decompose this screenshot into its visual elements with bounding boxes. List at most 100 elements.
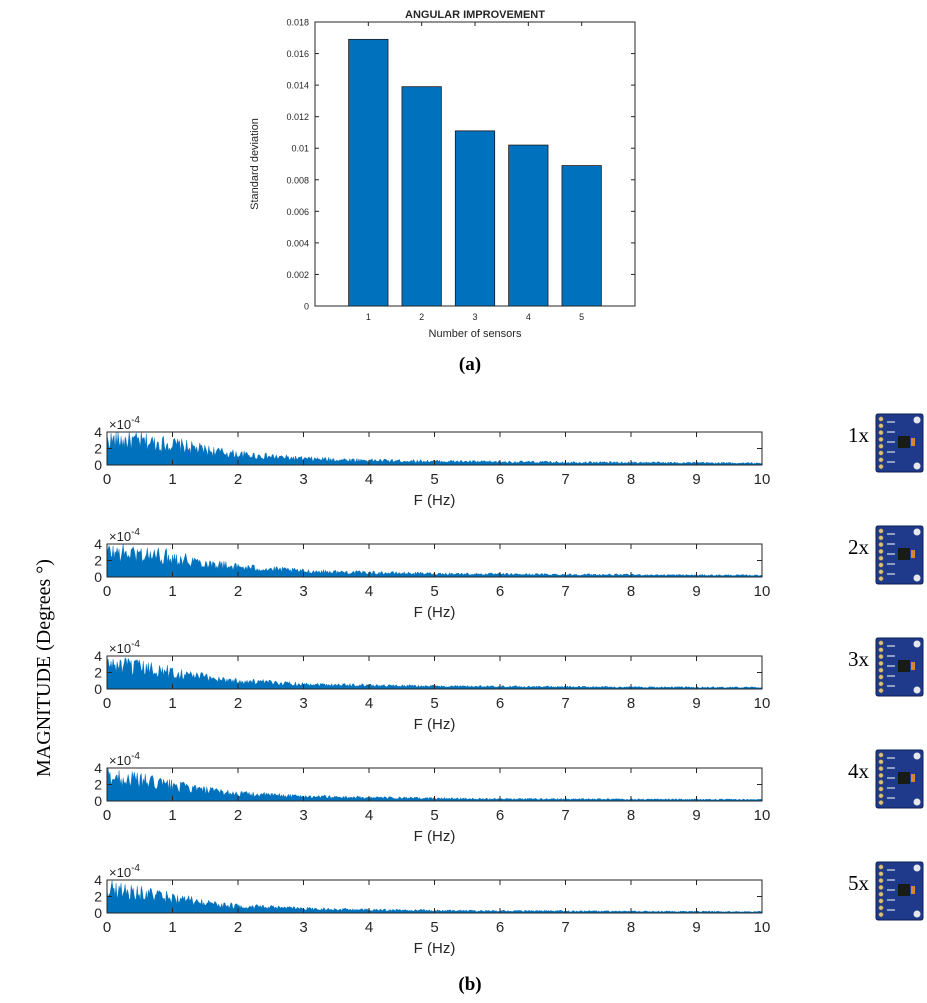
spectrum-xlabel: F (Hz) [414, 828, 456, 845]
spectrum-exponent-label: ×10-4 [109, 863, 140, 880]
sensor-pin [878, 786, 884, 792]
spectrum-xtick-label: 7 [561, 471, 569, 488]
sensor-chip [898, 884, 910, 896]
sensor-chip [898, 772, 910, 784]
sensor-pin [878, 457, 884, 463]
sensor-pin [878, 912, 884, 918]
sensor-mount-hole [913, 752, 921, 760]
spectrum-xtick-label: 3 [299, 471, 307, 488]
sensor-pin [878, 569, 884, 575]
spectrum-xtick-label: 4 [365, 695, 373, 712]
bar-chart-bars [348, 38, 602, 307]
spectrum-exponent-label: ×10-4 [109, 415, 140, 432]
bar-chart-xtick-label: 5 [579, 312, 584, 322]
spectrum-ytick-label: 0 [94, 569, 102, 585]
spectrum-xtick-label: 6 [496, 471, 504, 488]
spectrum-xtick-label: 5 [430, 695, 438, 712]
spectrum-ytick-label: 2 [94, 553, 102, 569]
sensor-mount-hole [913, 462, 921, 470]
sensor-label-4: 4x [848, 759, 870, 783]
bar-chart-xtick-label: 1 [366, 312, 371, 322]
sensor-pin [878, 660, 884, 666]
spectrum-xtick-label: 10 [754, 695, 771, 712]
sensor-capacitor [911, 662, 915, 670]
sensor-pin [878, 864, 884, 870]
bar-5 [561, 165, 602, 307]
spectrum-xtick-label: 8 [627, 471, 635, 488]
bar-1 [348, 38, 389, 307]
sensor-chip [898, 436, 910, 448]
spectrum-ytick-label: 0 [94, 457, 102, 473]
spectrum-exponent-label: ×10-4 [109, 527, 140, 544]
sensor-capacitor [911, 438, 915, 446]
sensor-pin [878, 905, 884, 911]
spectrum-ytick-label: 4 [94, 648, 102, 664]
spectrum-xtick-label: 10 [754, 583, 771, 600]
bar-chart-title: ANGULAR IMPROVEMENT [405, 9, 545, 21]
panel-b-label: (b) [458, 974, 481, 995]
spectrum-xtick-label: 8 [627, 583, 635, 600]
sensor-pin [878, 542, 884, 548]
spectrum-xtick-label: 7 [561, 919, 569, 936]
spectrum-xtick-label: 4 [365, 919, 373, 936]
spectrum-xtick-label: 7 [561, 807, 569, 824]
spectrum-area [106, 657, 763, 690]
sensor-pin [878, 436, 884, 442]
spectrum-xtick-label: 2 [234, 695, 242, 712]
bar-2 [401, 86, 442, 307]
sensor-pin [878, 416, 884, 422]
spectrum-xtick-label: 4 [365, 807, 373, 824]
spectrum-xtick-label: 10 [754, 807, 771, 824]
sensor-mount-hole [913, 910, 921, 918]
bar-chart-xtick-label: 2 [419, 312, 424, 322]
spectrum-xtick-label: 0 [103, 807, 111, 824]
bar-chart-xtick-label: 3 [472, 312, 477, 322]
sensor-pin [878, 871, 884, 877]
spectrum-xtick-label: 5 [430, 471, 438, 488]
spectrum-ytick-label: 2 [94, 777, 102, 793]
sensor-pin [878, 535, 884, 541]
panel-a-label: (a) [459, 354, 481, 375]
spectrum-ytick-label: 0 [94, 793, 102, 809]
spectrum-xlabel: F (Hz) [414, 940, 456, 957]
spectrum-xtick-label: 1 [168, 919, 176, 936]
spectrum-ytick-label: 4 [94, 760, 102, 776]
sensor-mount-hole [913, 798, 921, 806]
sensor-label-3: 3x [848, 647, 870, 671]
sensor-pin [878, 793, 884, 799]
sensor-column: 1x 2x 3x 4x 5x [848, 413, 924, 921]
spectrum-exponent-label: ×10-4 [109, 751, 140, 768]
sensor-pin [878, 800, 884, 806]
sensor-capacitor [911, 886, 915, 894]
sensor-pin [878, 640, 884, 646]
spectrum-xtick-label: 8 [627, 919, 635, 936]
sensor-pin [878, 450, 884, 456]
bar-chart: ANGULAR IMPROVEMENT Number of sensors St… [249, 9, 636, 340]
sensor-pin [878, 681, 884, 687]
spectrum-xtick-label: 6 [496, 695, 504, 712]
bar-3 [454, 130, 496, 307]
sensor-label-5: 5x [848, 871, 870, 895]
spectrum-xtick-label: 9 [692, 583, 700, 600]
sensor-label-1: 1x [848, 423, 870, 447]
sensor-pin [878, 548, 884, 554]
sensor-pin [878, 674, 884, 680]
sensor-pin [878, 898, 884, 904]
spectrum-xlabel: F (Hz) [414, 716, 456, 733]
bar-4 [508, 144, 549, 307]
spectrum-xtick-label: 2 [234, 583, 242, 600]
sensor-chip [898, 660, 910, 672]
spectrum-xtick-label: 2 [234, 919, 242, 936]
spectrum-xtick-label: 4 [365, 471, 373, 488]
sensor-mount-hole [913, 528, 921, 536]
spectrum-xlabel: F (Hz) [414, 604, 456, 621]
bar-chart-ytick-label: 0.014 [286, 81, 309, 91]
sensor-mount-hole [913, 574, 921, 582]
sensor-pin [878, 430, 884, 436]
spectrum-exponent-power: -4 [131, 751, 140, 762]
sensor-pin [878, 576, 884, 582]
